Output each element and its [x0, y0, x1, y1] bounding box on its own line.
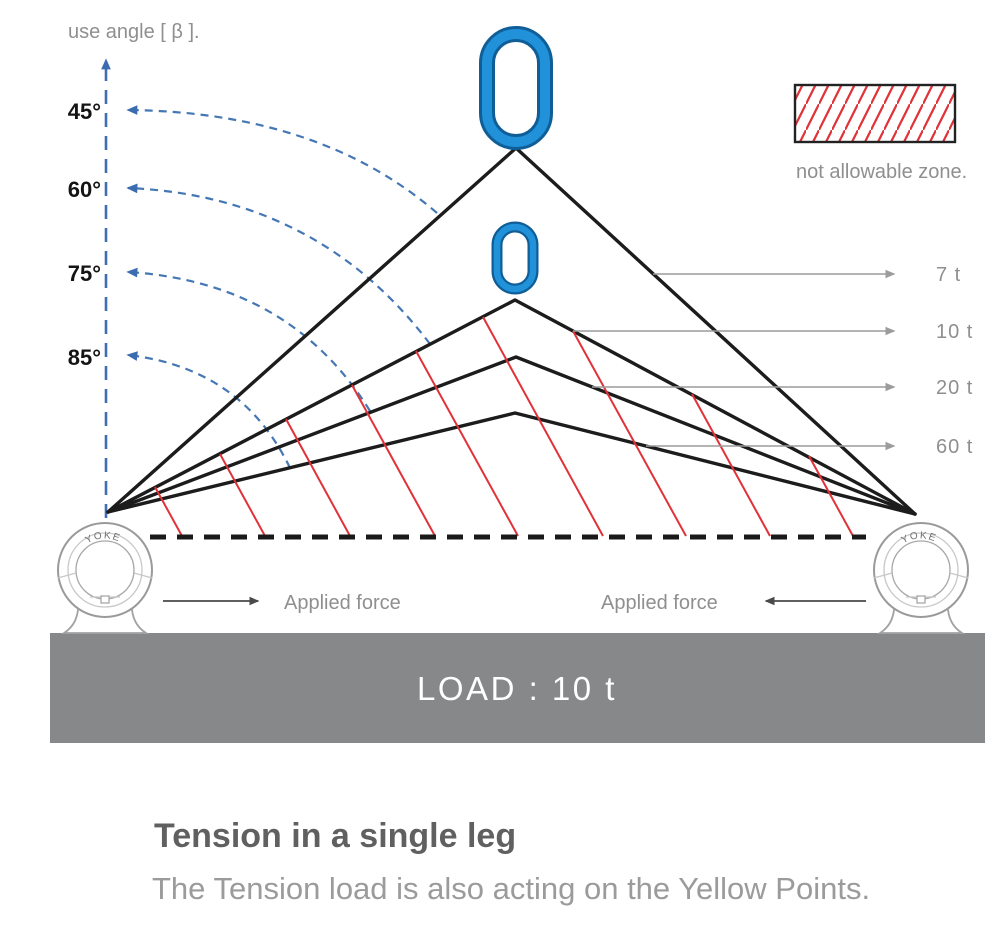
load-label: LOAD : 10 t	[417, 670, 617, 707]
hatch-line	[482, 316, 604, 537]
hatch-line	[691, 393, 771, 537]
hatch-line	[285, 418, 351, 537]
angle-arc-85	[126, 351, 291, 469]
left-ring-seam	[57, 572, 77, 579]
right-ring-mid	[883, 532, 959, 608]
angle-label-85: 85°	[68, 345, 101, 370]
legend-hatch-swatch	[793, 83, 957, 144]
tension-callouts: 7 t 10 t 20 t 60 t	[573, 264, 973, 458]
master-link-large	[479, 26, 553, 150]
hatch-line	[415, 350, 519, 537]
applied-force-left: Applied force	[163, 592, 401, 614]
right-hoist-ring: YOKE	[873, 522, 969, 634]
page-subtitle: The Tension load is also acting on the Y…	[152, 871, 870, 906]
sling-line-75deg-20t	[106, 355, 917, 516]
right-ring-notch	[916, 595, 926, 604]
angle-arc-45	[126, 105, 438, 214]
tension-label-10t: 10 t	[936, 321, 973, 343]
angle-labels: 45° 60° 75° 85°	[68, 99, 101, 370]
applied-force-right-label: Applied force	[601, 592, 718, 614]
angle-arc-60	[126, 183, 431, 345]
applied-force-right: Applied force	[601, 592, 866, 614]
hatch-line	[154, 486, 183, 537]
right-ring-opening	[891, 540, 951, 600]
angle-label-60: 60°	[68, 177, 101, 202]
left-ring-seam	[133, 572, 153, 579]
sling-line-60deg-10t	[106, 298, 917, 516]
legend-label: not allowable zone.	[796, 161, 967, 183]
master-link-large-outline	[479, 26, 553, 150]
master-link-small-body	[493, 223, 537, 293]
tension-label-60t: 60 t	[936, 436, 973, 458]
hatch-line	[572, 330, 687, 537]
tension-label-20t: 20 t	[936, 377, 973, 399]
angle-arcs	[126, 105, 438, 469]
legend: not allowable zone.	[793, 83, 967, 183]
hatch-line	[808, 455, 854, 537]
right-ring-seam	[873, 572, 893, 579]
tension-label-7t: 7 t	[936, 264, 961, 286]
left-ring-notch	[100, 595, 110, 604]
applied-force-left-label: Applied force	[284, 592, 401, 614]
angle-label-75: 75°	[68, 261, 101, 286]
master-link-small	[491, 221, 539, 295]
left-ring-opening	[75, 540, 135, 600]
right-ring-seam	[949, 572, 969, 579]
hatch-line	[219, 453, 266, 537]
not-allowable-zone-hatch	[154, 316, 854, 537]
sling-line-85deg-60t	[106, 411, 917, 516]
axis-title: use angle [ β ].	[68, 21, 200, 43]
master-link-large-body	[482, 29, 550, 147]
load-bar	[50, 633, 985, 743]
angle-label-45: 45°	[68, 99, 101, 124]
left-ring-mid	[67, 532, 143, 608]
angle-arc-75	[126, 267, 371, 412]
page-title: Tension in a single leg	[154, 817, 516, 855]
hatch-line	[351, 384, 436, 537]
left-hoist-ring: YOKE	[57, 522, 153, 634]
